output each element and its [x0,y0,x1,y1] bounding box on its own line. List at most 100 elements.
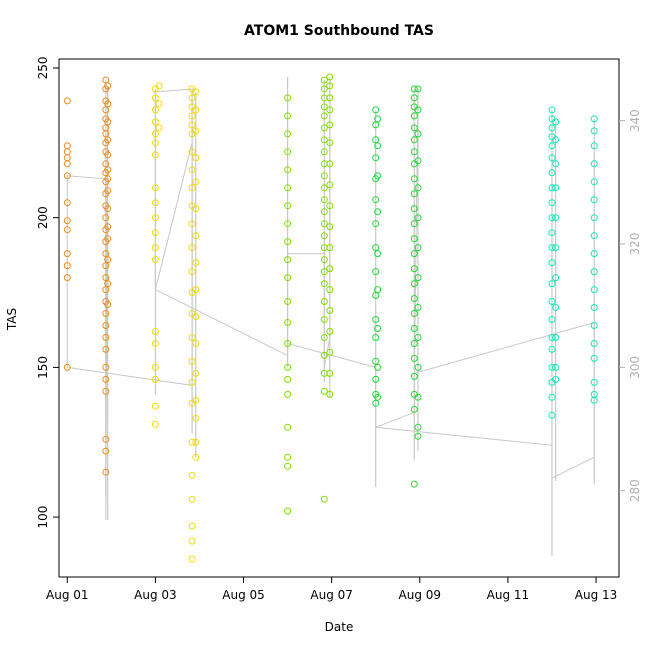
series-2-point-63 [326,369,334,377]
series-1-point-16 [151,375,159,383]
series-2-point-48 [326,82,334,90]
series-3-point-36 [410,220,418,228]
series-1-point-5 [151,139,159,147]
series-0-point-16 [102,106,110,114]
series-4-point-44 [590,304,598,311]
series-0-point-50 [104,166,112,174]
series-2-point-38 [320,268,328,276]
series-2-point-21 [320,76,328,84]
data-points [63,73,598,563]
series-3-point-44 [410,340,418,347]
series-3-point-20 [374,250,382,258]
plot-frame [58,58,620,578]
series-3-point-37 [410,235,418,243]
series-2-point-62 [326,348,334,356]
series-3-point-48 [410,405,418,413]
series-2-point-37 [320,256,328,264]
series-0-point-56 [104,256,112,264]
series-0-point-6 [63,199,71,207]
series-0-point-54 [104,223,112,231]
series-3-point-33 [410,175,418,183]
series-2-point-4 [284,166,292,174]
series-3-connector-line [287,97,419,429]
series-1-point-41 [188,438,196,446]
series-1-point-12 [151,256,159,264]
series-2-point-17 [284,423,292,431]
series-1-point-55 [192,286,200,294]
series-2-point-55 [326,202,334,210]
series-2-point-13 [284,340,292,347]
x-tick-label-2: Aug 05 [222,588,265,602]
series-3-point-58 [414,304,422,311]
series-2-point-51 [326,121,334,129]
series-1-point-28 [188,148,196,156]
series-4-point-12 [548,259,556,267]
series-0-point-42 [102,435,110,443]
y-tick-label-2: 200 [36,206,50,229]
series-4-connector-line [375,321,595,480]
series-1-point-23 [188,94,196,102]
series-4-point-16 [548,334,556,341]
connector-lines [66,76,595,557]
series-2-point-46 [320,495,328,503]
series-2-point-52 [326,139,334,147]
series-1-point-2 [151,106,159,114]
x-tick-label-5: Aug 11 [487,588,530,602]
series-4-point-5 [548,154,556,162]
series-4-point-23 [552,136,560,144]
series-1-point-50 [192,154,200,162]
series-2-point-30 [320,172,328,180]
series-1-point-58 [192,369,200,377]
series-3-point-16 [374,115,382,123]
series-0-point-37 [102,334,110,341]
series-0-point-5 [63,172,71,180]
y-tick-label-0: 100 [36,506,50,529]
series-0-point-57 [104,280,112,288]
series-1-point-29 [188,166,196,174]
series-1-point-37 [188,334,196,341]
series-3-point-7 [372,244,380,252]
series-2-point-28 [320,148,328,156]
series-3-point-35 [410,205,418,213]
series-0-point-0 [63,97,71,105]
series-2-point-11 [284,298,292,305]
series-4-point-6 [548,169,556,177]
series-3-point-30 [410,136,418,144]
series-0-point-49 [104,151,112,159]
y-tick-label-3: 250 [36,57,50,80]
series-1-point-47 [192,88,200,96]
series-3-point-50 [414,85,422,93]
series-2-point-27 [320,136,328,144]
series-1-point-45 [188,537,196,545]
series-3-point-43 [410,325,418,332]
series-3-point-26 [410,94,418,102]
series-2-point-2 [284,130,292,138]
series-2-point-22 [320,85,328,93]
series-2-point-35 [320,232,328,240]
series-1-point-32 [188,220,196,228]
series-4-point-10 [548,229,556,237]
series-4-point-29 [552,304,560,311]
series-3-point-34 [410,190,418,198]
series-2-point-57 [326,244,334,252]
series-0-connector-line [66,85,109,521]
series-4-point-36 [590,160,598,168]
series-0-point-53 [104,205,112,213]
series-3-point-1 [372,121,380,129]
series-4-point-48 [590,378,598,386]
series-4-point-2 [548,124,556,132]
series-2-point-9 [284,256,292,264]
series-4-point-20 [548,393,556,401]
series-4-point-35 [590,142,598,150]
series-3-point-55 [414,214,422,222]
series-4-point-38 [590,196,598,204]
series-1-point-62 [192,453,200,461]
series-0-point-40 [102,375,110,383]
series-0-point-47 [104,118,112,126]
x-tick-label-1: Aug 03 [134,588,177,602]
series-2-point-40 [320,298,328,305]
series-3-point-42 [410,310,418,317]
series-2-point-20 [284,507,292,515]
series-4-point-37 [590,178,598,186]
series-3-point-13 [372,375,380,383]
